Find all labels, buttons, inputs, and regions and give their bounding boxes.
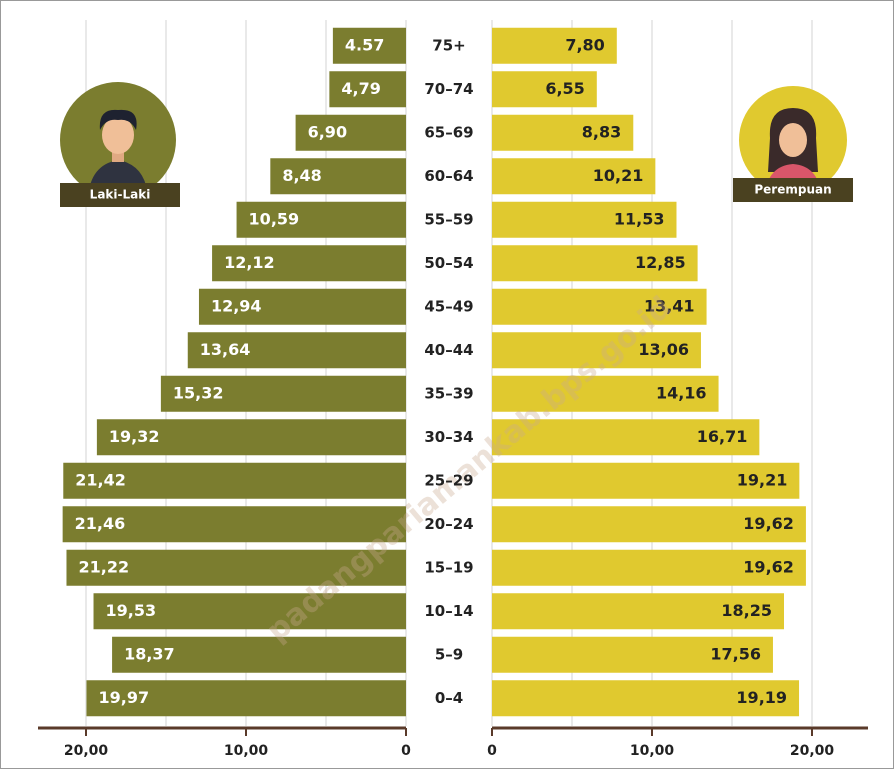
category-label: 75+	[432, 36, 465, 54]
x-tick-label: 20,00	[790, 743, 835, 759]
value-label: 11,53	[614, 209, 665, 228]
value-label: 19,53	[106, 601, 157, 620]
chart: 4.57 7,80 4,79 6,55 6,90 8,83 8,48 10,21 10,59 11…	[0, 0, 894, 769]
value-label: 19,62	[743, 557, 794, 576]
male-avatar	[60, 82, 176, 198]
value-label: 21,46	[75, 514, 126, 533]
value-label: 12,12	[224, 253, 275, 272]
value-label: 8,48	[282, 166, 321, 185]
x-tick-label: 0	[487, 743, 497, 759]
legend-label: Perempuan	[754, 183, 831, 197]
category-label: 5–9	[435, 645, 463, 663]
value-label: 18,37	[124, 644, 175, 663]
value-label: 7,80	[565, 35, 604, 54]
x-tick-label: 20,00	[64, 743, 109, 759]
category-label: 30–34	[424, 428, 473, 446]
value-label: 12,85	[635, 253, 686, 272]
value-label: 6,90	[308, 122, 347, 141]
category-label: 50–54	[424, 254, 473, 272]
value-label: 19,97	[98, 688, 149, 707]
value-label: 19,32	[109, 427, 160, 446]
category-label: 10–14	[424, 602, 473, 620]
category-label: 35–39	[424, 384, 473, 402]
value-label: 18,25	[721, 601, 772, 620]
x-tick-label: 0	[401, 743, 411, 759]
value-label: 4.57	[345, 35, 384, 54]
category-label: 0–4	[435, 689, 463, 707]
page: 4.57 7,80 4,79 6,55 6,90 8,83 8,48 10,21 10,59 11…	[0, 0, 894, 769]
value-label: 15,32	[173, 383, 224, 402]
value-label: 6,55	[545, 79, 584, 98]
value-label: 19,21	[737, 470, 788, 489]
category-label: 65–69	[424, 123, 473, 141]
category-label: 55–59	[424, 210, 473, 228]
value-label: 16,71	[697, 427, 748, 446]
value-label: 10,59	[249, 209, 300, 228]
category-label: 25–29	[424, 471, 473, 489]
legend-label: Laki-Laki	[90, 188, 151, 202]
value-label: 12,94	[211, 296, 262, 315]
value-label: 4,79	[341, 79, 380, 98]
category-label: 15–19	[424, 558, 473, 576]
value-label: 19,19	[736, 688, 787, 707]
value-label: 14,16	[656, 383, 707, 402]
x-tick-label: 10,00	[630, 743, 675, 759]
value-label: 17,56	[710, 644, 761, 663]
value-label: 10,21	[593, 166, 644, 185]
category-label: 20–24	[424, 515, 473, 533]
value-label: 8,83	[582, 122, 621, 141]
category-label: 60–64	[424, 167, 473, 185]
x-tick-label: 10,00	[224, 743, 269, 759]
value-label: 13,64	[200, 340, 251, 359]
category-label: 40–44	[424, 341, 473, 359]
value-label: 19,62	[743, 514, 794, 533]
category-label: 70–74	[424, 80, 473, 98]
value-label: 21,42	[75, 470, 126, 489]
value-label: 21,22	[78, 557, 129, 576]
female-avatar	[739, 86, 847, 194]
category-label: 45–49	[424, 297, 473, 315]
